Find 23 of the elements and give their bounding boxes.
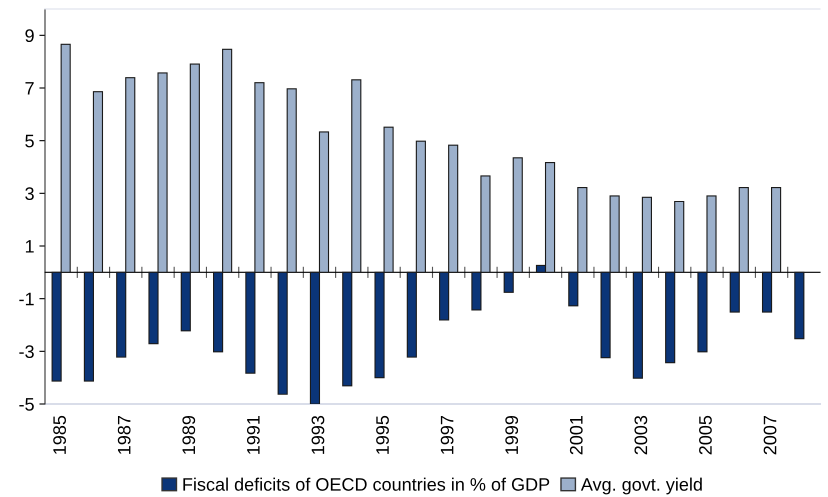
x-tick-label: 2003	[634, 416, 648, 454]
legend-label: Fiscal deficits of OECD countries in % of GDP	[183, 478, 550, 491]
x-tick-label: 1995	[376, 416, 389, 454]
x-tick-label: 2005	[699, 416, 712, 454]
x-tick-label: 1985	[53, 416, 66, 454]
x-tick-label: 1999	[505, 416, 518, 454]
y-tick-label: 9	[25, 29, 34, 42]
x-tick-label: 1989	[182, 416, 196, 454]
x-tick-label: 2007	[764, 416, 776, 454]
x-tick-label: 1991	[246, 416, 260, 454]
y-tick-label: 1	[26, 240, 34, 253]
bar	[794, 272, 804, 340]
y-tick-label: 5	[25, 134, 34, 148]
x-tick-label: 1987	[118, 416, 131, 454]
y-tick-label: -1	[19, 292, 34, 306]
legend-label: Avg. govt. yield	[580, 478, 702, 494]
y-tick-label: 3	[25, 187, 34, 200]
y-tick-label: -3	[19, 345, 34, 358]
y-tick-label: -5	[19, 398, 34, 411]
x-tick-label: 1997	[440, 416, 454, 454]
x-tick-label: 2001	[570, 416, 583, 454]
y-tick-label: 7	[25, 82, 34, 95]
x-tick-label: 1993	[312, 416, 324, 454]
